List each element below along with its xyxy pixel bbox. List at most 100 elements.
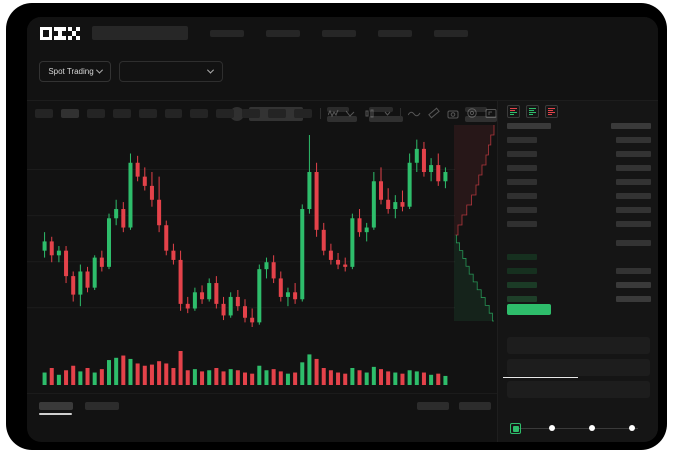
timeframe-0[interactable] [35,108,53,118]
compare-icon[interactable] [345,109,357,118]
stepper-handle-active[interactable] [510,423,521,434]
okx-logo[interactable] [40,26,80,40]
orderbook-bid-row[interactable] [507,268,537,274]
depth-chart-svg [454,125,495,322]
timeframe-2[interactable] [86,108,105,118]
orderbook-ask-amount [616,207,651,213]
wave-icon[interactable] [407,109,421,118]
market-subheader: Spot Trading [27,49,658,122]
orderbook-trade-panel: Buy Sell [497,101,658,442]
chart-gridlines [27,169,455,309]
chart-toolbar [27,101,497,125]
indicator-icon[interactable] [327,109,339,118]
orderbook-rows[interactable] [498,123,658,302]
timeframe-5[interactable] [164,108,183,118]
nav-item-0[interactable] [210,29,244,37]
orderbook-both-icon[interactable] [507,105,520,118]
orderbook-display-toggles [507,105,558,118]
orderbook-asks-icon[interactable] [545,105,558,118]
nav-item-1[interactable] [266,29,300,37]
bottom-orders-panel [27,393,497,442]
mid-price-indicator [507,304,551,315]
orderbook-bid-amount [616,282,651,288]
orderbook-bid-amount [616,296,651,302]
orderbook-bid-amount [616,268,651,274]
order-amount-input[interactable] [507,359,650,376]
fullscreen-icon[interactable] [485,108,497,119]
market-type-label: Spot Trading [48,67,94,76]
orderbook-ask-row[interactable] [507,207,537,213]
orderbook-bid-row[interactable] [507,282,537,288]
timeframe-8[interactable] [242,108,261,118]
orderbook-bid-amount [616,240,651,246]
bottom-tab-0[interactable] [39,402,73,410]
chevron-down-icon[interactable] [383,109,392,118]
orderbook-ask-amount [616,221,651,227]
orderbook-header-price [507,123,551,129]
market-type-dropdown[interactable]: Spot Trading [39,61,111,82]
logo-letter-o [40,26,52,40]
ticker-stat-1 [369,107,403,122]
nav-item-2[interactable] [322,29,356,37]
candlestick-chart[interactable] [27,125,497,335]
trading-pair-dropdown[interactable] [119,61,223,82]
device-frame: Spot Trading [6,3,667,450]
orderbook-bids-icon[interactable] [526,105,539,118]
orderbook-ask-amount [616,165,651,171]
order-total-input[interactable] [507,381,650,398]
camera-icon[interactable] [447,108,459,119]
orderbook-ask-amount [616,193,651,199]
stepper-dot-3[interactable] [629,425,635,431]
orderbook-bid-row[interactable] [507,254,537,260]
timeframe-6[interactable] [190,108,209,118]
orderbook-ask-amount [616,179,651,185]
orderbook-ask-row[interactable] [507,193,537,199]
volume-histogram [27,335,497,393]
toolbar-divider [319,107,321,119]
logo-letter-k [54,26,66,40]
timeframe-4[interactable] [138,108,157,118]
stepper-dot-2[interactable] [589,425,595,431]
stepper-track [516,428,638,429]
global-search-input[interactable] [92,26,188,40]
bottom-action-0[interactable] [417,402,449,410]
logo-letter-x [68,26,80,40]
chevron-down-icon [206,66,215,74]
amount-percentage-stepper[interactable] [510,423,650,435]
volume-svg [42,351,448,385]
bottom-tab-active-underline [39,413,72,415]
chart-type-icon[interactable] [364,109,376,118]
timeframe-10[interactable] [294,108,312,118]
ticker-stat-0 [327,107,357,122]
stepper-dot-1[interactable] [549,425,555,431]
top-navigation-bar [27,17,658,49]
toolbar-divider [399,107,401,119]
timeframe-1[interactable] [60,108,79,118]
nav-item-4[interactable] [434,29,468,37]
timeframe-7[interactable] [216,108,235,118]
timeframe-3[interactable] [112,108,131,118]
bottom-tab-1[interactable] [85,402,119,410]
settings-gear-icon[interactable] [466,107,478,119]
orderbook-bid-row[interactable] [507,296,537,302]
orderbook-ask-row[interactable] [507,179,537,185]
candlestick-svg [27,135,455,327]
orderbook-ask-row[interactable] [507,165,537,171]
orderbook-ask-amount [616,137,651,143]
order-tab-active-underline [503,377,578,378]
depth-chart-overlay [451,125,497,345]
chevron-down-icon [95,66,103,74]
bottom-action-1[interactable] [459,402,491,410]
order-price-input[interactable] [507,337,650,354]
orderbook-ask-row[interactable] [507,221,537,227]
timeframe-9[interactable] [268,108,287,118]
nav-item-3[interactable] [378,29,412,37]
orderbook-ask-row[interactable] [507,137,537,143]
app-screen: Spot Trading [27,17,658,442]
orderbook-ask-row[interactable] [507,151,537,157]
ticker-stat-2 [465,107,497,122]
ruler-icon[interactable] [428,107,440,119]
orderbook-ask-amount [616,151,651,157]
candles-group [42,135,448,327]
orderbook-header-amount [611,123,651,129]
